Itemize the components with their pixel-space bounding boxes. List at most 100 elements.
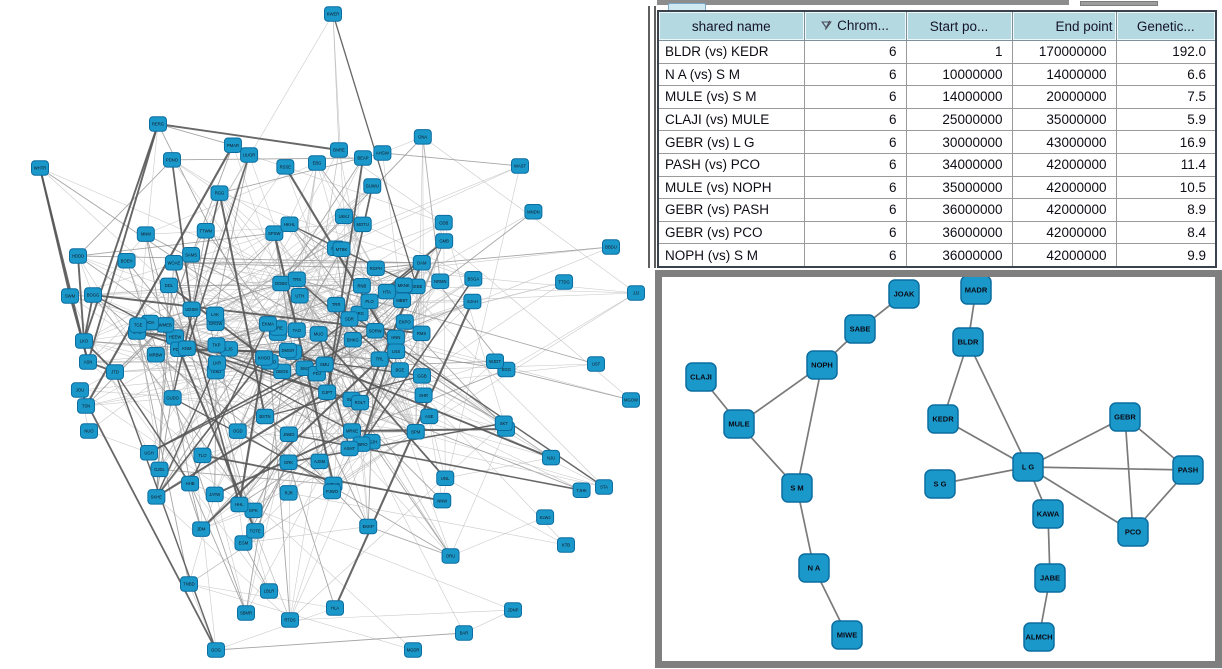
cell-start-point[interactable]: 10000000 — [905, 62, 1013, 87]
node-shape[interactable] — [504, 602, 522, 618]
network-node[interactable]: HTA — [377, 283, 396, 300]
node-shape[interactable] — [1023, 622, 1055, 652]
network-node[interactable]: UGH — [139, 445, 158, 461]
node-shape[interactable] — [542, 449, 561, 466]
node-shape[interactable] — [377, 283, 396, 300]
node-shape[interactable] — [210, 185, 229, 201]
sub-network-nodes[interactable]: JOAK SABE NOPH CLAJI MULE S M N A MIWE MADR BLDR K… — [685, 277, 1204, 652]
network-node[interactable]: UUOR — [240, 147, 259, 163]
cell-genetic[interactable]: 5.9 — [1115, 107, 1217, 132]
cell-chromosome[interactable]: 6 — [803, 130, 907, 154]
table-row[interactable]: BLDR (vs) KEDR 6 1 170000000 192.0 — [657, 40, 1217, 64]
node-shape[interactable] — [359, 518, 378, 535]
node-shape[interactable] — [70, 382, 89, 398]
cell-genetic[interactable]: 8.4 — [1115, 220, 1217, 245]
node-shape[interactable] — [207, 642, 225, 658]
network-node[interactable]: RTDS — [281, 612, 299, 628]
network-node[interactable]: TNBD — [180, 576, 198, 592]
node-shape[interactable] — [79, 354, 97, 370]
network-node[interactable]: BOGG — [84, 287, 102, 303]
cell-chromosome[interactable]: 6 — [803, 107, 907, 132]
network-node[interactable]: MGOW — [622, 392, 640, 408]
network-node[interactable]: JDNP — [504, 602, 522, 618]
cell-end-point[interactable]: 14000000 — [1011, 62, 1117, 87]
node-SABE[interactable]: SABE — [844, 314, 876, 344]
network-node[interactable]: GGB — [412, 368, 431, 384]
node-shape[interactable] — [196, 223, 215, 239]
node-shape[interactable] — [798, 553, 830, 583]
node-shape[interactable] — [237, 605, 255, 621]
network-node[interactable]: EGM — [234, 535, 253, 551]
network-node[interactable]: UNL — [436, 470, 455, 486]
node-shape[interactable] — [340, 311, 359, 327]
node-shape[interactable] — [208, 355, 227, 371]
network-node[interactable]: GOG — [207, 642, 225, 658]
network-node[interactable]: LNS — [387, 343, 406, 360]
node-shape[interactable] — [1117, 517, 1149, 547]
cell-genetic[interactable]: 16.9 — [1115, 130, 1217, 154]
cell-start-point[interactable]: 25000000 — [905, 107, 1013, 132]
node-shape[interactable] — [395, 314, 414, 330]
cell-end-point[interactable]: 42000000 — [1011, 243, 1117, 268]
network-node[interactable]: ASN — [79, 354, 97, 370]
cell-start-point[interactable]: 14000000 — [905, 85, 1013, 109]
node-JABE[interactable]: JABE — [1034, 563, 1066, 593]
sub-network-panel[interactable]: JOAK SABE NOPH CLAJI MULE S M N A MIWE MADR BLDR K… — [655, 270, 1222, 668]
edge-LG-PASH[interactable] — [1027, 466, 1189, 471]
node-shape[interactable] — [290, 287, 309, 304]
node-shape[interactable] — [435, 233, 454, 249]
network-node[interactable]: NUO — [80, 423, 98, 439]
network-node[interactable]: JJJ — [627, 285, 645, 301]
network-node[interactable]: GJDL — [150, 461, 169, 478]
node-shape[interactable] — [352, 278, 371, 294]
node-shape[interactable] — [1172, 455, 1204, 485]
network-node[interactable]: KLWJ — [536, 509, 555, 525]
node-shape[interactable] — [318, 384, 337, 400]
cell-genetic[interactable]: 11.4 — [1115, 152, 1217, 177]
node-shape[interactable] — [308, 155, 326, 171]
node-shape[interactable] — [1012, 452, 1044, 482]
node-shape[interactable] — [340, 440, 359, 457]
node-shape[interactable] — [404, 642, 422, 658]
column-header-start-point[interactable]: Start po... — [905, 10, 1013, 41]
node-shape[interactable] — [572, 482, 591, 498]
network-node[interactable]: JDM — [192, 521, 211, 537]
scrollbar-thumb[interactable] — [1080, 1, 1158, 6]
network-node[interactable]: SMU — [315, 356, 334, 373]
node-shape[interactable] — [602, 239, 620, 255]
network-node[interactable]: ASE — [420, 408, 439, 425]
network-node[interactable]: RMS — [412, 325, 431, 342]
cell-end-point[interactable]: 170000000 — [1011, 40, 1117, 64]
node-shape[interactable] — [310, 453, 329, 470]
cell-shared-name[interactable]: GEBR (vs) PASH — [657, 198, 805, 222]
node-shape[interactable] — [326, 600, 344, 616]
network-node[interactable]: MNM — [136, 226, 155, 242]
edge-LG-GEBR[interactable] — [1027, 416, 1126, 468]
node-shape[interactable] — [806, 350, 838, 380]
network-node[interactable]: MOTU — [353, 216, 372, 233]
network-node[interactable]: HKHL — [280, 216, 299, 232]
node-shape[interactable] — [366, 322, 385, 339]
node-shape[interactable] — [332, 241, 351, 257]
node-BLDR[interactable]: BLDR — [952, 327, 984, 357]
table-row[interactable]: MULE (vs) NOPH 6 35000000 42000000 10.5 — [657, 175, 1217, 200]
network-node[interactable]: KWER — [324, 6, 342, 22]
node-shape[interactable] — [363, 178, 382, 194]
network-node[interactable]: NRMN — [431, 273, 450, 290]
node-NOPH[interactable]: NOPH — [806, 350, 838, 380]
node-shape[interactable] — [281, 612, 299, 628]
network-node[interactable]: BHKG — [343, 331, 362, 348]
network-node[interactable]: PLO — [360, 293, 379, 310]
network-node[interactable]: TTDG — [555, 274, 574, 290]
node-shape[interactable] — [394, 277, 413, 293]
network-node[interactable]: RGG — [210, 185, 229, 201]
network-node[interactable]: EBG — [308, 155, 326, 171]
network-node[interactable]: SKHE — [147, 489, 166, 505]
cell-shared-name[interactable]: MULE (vs) S M — [657, 85, 805, 109]
network-node[interactable]: SORW — [366, 322, 385, 339]
node-shape[interactable] — [433, 492, 452, 509]
network-node[interactable]: BGE — [390, 362, 409, 378]
node-shape[interactable] — [524, 204, 543, 220]
table-row[interactable]: PASH (vs) PCO 6 34000000 42000000 11.4 — [657, 152, 1217, 177]
node-shape[interactable] — [373, 145, 392, 161]
